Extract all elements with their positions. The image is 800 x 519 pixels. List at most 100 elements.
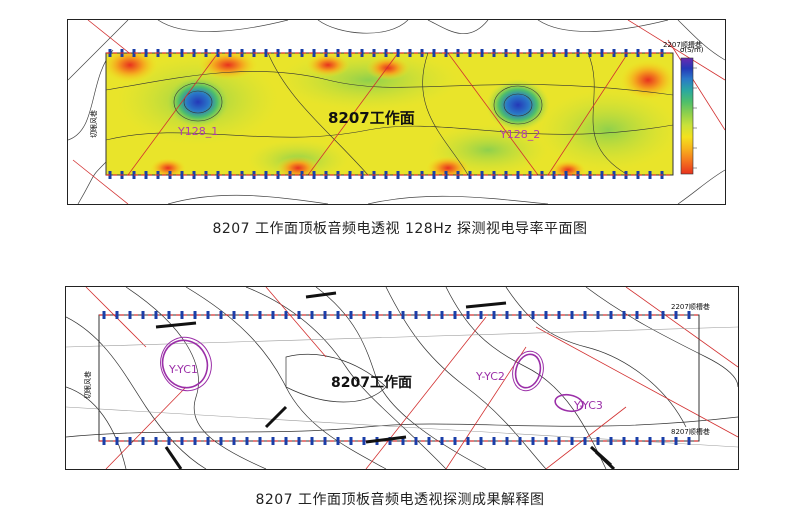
survey-point [557,437,561,445]
survey-point [232,311,236,319]
survey-point [349,311,353,319]
survey-point [635,311,639,319]
anomaly-label-yc3: Y-YC3 [573,399,603,412]
survey-point [396,171,400,179]
survey-point [193,311,197,319]
roadway-label-top: 2207顺槽巷 [671,302,710,311]
survey-point [362,311,366,319]
survey-point [661,311,665,319]
survey-point [348,171,352,179]
survey-point [167,437,171,445]
survey-point [228,171,232,179]
survey-point [648,437,652,445]
survey-point [432,171,436,179]
survey-point [622,311,626,319]
survey-point [115,311,119,319]
survey-point [453,437,457,445]
survey-point [596,311,600,319]
figure2-caption: 8207 工作面顶板音频电透视探测成果解释图 [255,492,545,508]
survey-point [564,171,568,179]
survey-point [128,311,132,319]
survey-points-bottom [102,437,691,445]
survey-point [258,311,262,319]
survey-point [453,311,457,319]
survey-point [401,311,405,319]
survey-point [362,437,366,445]
survey-point [284,311,288,319]
survey-point [228,49,232,57]
survey-point [518,311,522,319]
survey-point [264,49,268,57]
survey-point [492,437,496,445]
survey-point [480,49,484,57]
survey-point [444,171,448,179]
survey-point [687,311,691,319]
survey-point [427,437,431,445]
roadway-label: 2207顺槽巷 [663,40,702,49]
survey-point [297,311,301,319]
survey-point [544,437,548,445]
survey-point [297,437,301,445]
structure-marks [155,291,616,469]
anomaly-label-yc1: Y-YC1 [168,363,198,376]
survey-point [192,171,196,179]
survey-point [401,437,405,445]
survey-point [622,437,626,445]
survey-point [115,437,119,445]
survey-point [310,437,314,445]
survey-point [348,49,352,57]
survey-point [414,311,418,319]
survey-point [440,311,444,319]
survey-point [583,437,587,445]
survey-point [388,437,392,445]
survey-point [312,49,316,57]
interpretation-map: 8207工作面 Y-YC1 Y-YC2 Y-YC3 2207顺槽巷 8207顺槽… [65,286,739,470]
survey-point [674,437,678,445]
survey-point [440,437,444,445]
survey-point [648,311,652,319]
survey-point [264,171,268,179]
survey-point [144,49,148,57]
survey-point [206,437,210,445]
background-contours [68,20,725,204]
anomaly-label-1: Y128_1 [177,125,218,138]
survey-point [480,171,484,179]
survey-point [258,437,262,445]
survey-point [674,311,678,319]
survey-point [323,437,327,445]
anomaly-label-yc2: Y-YC2 [475,370,505,383]
figure1-caption: 8207 工作面顶板音频电透视 128Hz 探测视电导率平面图 [212,221,588,237]
survey-point [648,49,652,57]
survey-point [635,437,639,445]
survey-point [336,311,340,319]
survey-point [102,311,106,319]
survey-point [388,311,392,319]
survey-point [219,311,223,319]
survey-point [180,437,184,445]
heatmap-field [106,53,673,175]
survey-point [528,171,532,179]
working-face-label: 8207工作面 [328,109,415,127]
survey-point [600,49,604,57]
survey-point [180,171,184,179]
survey-point [336,437,340,445]
fault-lines [85,287,738,469]
anomaly-label-2: Y128_2 [499,128,540,141]
survey-point [531,311,535,319]
colorbar-title: σ(S/m) [680,46,704,54]
survey-point [466,437,470,445]
survey-point [609,311,613,319]
survey-point [479,437,483,445]
anomaly-zones [160,336,584,413]
survey-point [271,311,275,319]
survey-point [192,49,196,57]
survey-point [544,311,548,319]
survey-point [144,171,148,179]
survey-point [528,49,532,57]
survey-point [648,171,652,179]
working-face-label: 8207工作面 [331,374,412,391]
survey-point [583,311,587,319]
survey-point [128,437,132,445]
survey-point [323,311,327,319]
survey-point [102,437,106,445]
